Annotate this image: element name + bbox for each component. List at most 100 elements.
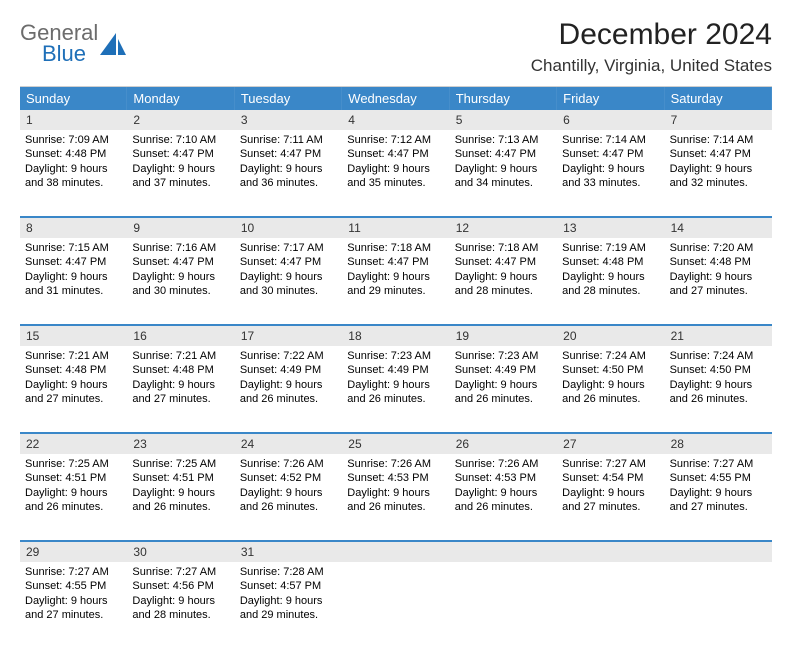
day-number: 1 [20,110,127,130]
sunrise-text: Sunrise: 7:26 AM [347,457,444,471]
day-header: Tuesday [235,87,342,110]
day-cell: Sunrise: 7:27 AMSunset: 4:55 PMDaylight:… [20,562,127,648]
day-number: 20 [557,324,664,346]
daylight-text: Daylight: 9 hours and 30 minutes. [240,270,337,299]
daylight-text: Daylight: 9 hours and 29 minutes. [347,270,444,299]
sunset-text: Sunset: 4:51 PM [25,471,122,485]
daylight-text: Daylight: 9 hours and 37 minutes. [132,162,229,191]
day-cell: Sunrise: 7:25 AMSunset: 4:51 PMDaylight:… [127,454,234,540]
sunrise-text: Sunrise: 7:14 AM [562,133,659,147]
day-cell: Sunrise: 7:26 AMSunset: 4:53 PMDaylight:… [450,454,557,540]
daylight-text: Daylight: 9 hours and 30 minutes. [132,270,229,299]
sunrise-text: Sunrise: 7:18 AM [347,241,444,255]
daylight-text: Daylight: 9 hours and 26 minutes. [347,378,444,407]
sunrise-text: Sunrise: 7:26 AM [455,457,552,471]
day-cell [342,562,449,648]
sunrise-text: Sunrise: 7:23 AM [347,349,444,363]
day-cell: Sunrise: 7:16 AMSunset: 4:47 PMDaylight:… [127,238,234,324]
day-cell: Sunrise: 7:19 AMSunset: 4:48 PMDaylight:… [557,238,664,324]
day-cell: Sunrise: 7:09 AMSunset: 4:48 PMDaylight:… [20,130,127,216]
sunrise-text: Sunrise: 7:24 AM [670,349,767,363]
daylight-text: Daylight: 9 hours and 29 minutes. [240,594,337,623]
daylight-text: Daylight: 9 hours and 36 minutes. [240,162,337,191]
sunset-text: Sunset: 4:47 PM [132,255,229,269]
day-number [557,540,664,562]
sunrise-text: Sunrise: 7:27 AM [25,565,122,579]
daylight-text: Daylight: 9 hours and 27 minutes. [25,594,122,623]
day-cell: Sunrise: 7:11 AMSunset: 4:47 PMDaylight:… [235,130,342,216]
daylight-text: Daylight: 9 hours and 26 minutes. [670,378,767,407]
day-cell: Sunrise: 7:14 AMSunset: 4:47 PMDaylight:… [665,130,772,216]
day-number: 11 [342,216,449,238]
sunset-text: Sunset: 4:55 PM [25,579,122,593]
day-number [342,540,449,562]
sunset-text: Sunset: 4:55 PM [670,471,767,485]
sunset-text: Sunset: 4:52 PM [240,471,337,485]
sunset-text: Sunset: 4:49 PM [347,363,444,377]
day-number: 2 [127,110,234,130]
daylight-text: Daylight: 9 hours and 35 minutes. [347,162,444,191]
day-header: Sunday [20,87,127,110]
day-number: 5 [450,110,557,130]
day-cell [450,562,557,648]
header: General Blue December 2024 Chantilly, Vi… [20,18,772,76]
sunrise-text: Sunrise: 7:22 AM [240,349,337,363]
sunrise-text: Sunrise: 7:16 AM [132,241,229,255]
sunrise-text: Sunrise: 7:13 AM [455,133,552,147]
day-number: 18 [342,324,449,346]
daylight-text: Daylight: 9 hours and 32 minutes. [670,162,767,191]
sunrise-text: Sunrise: 7:21 AM [132,349,229,363]
sunrise-text: Sunrise: 7:19 AM [562,241,659,255]
day-cell: Sunrise: 7:26 AMSunset: 4:52 PMDaylight:… [235,454,342,540]
day-number: 14 [665,216,772,238]
sunrise-text: Sunrise: 7:17 AM [240,241,337,255]
sunrise-text: Sunrise: 7:23 AM [455,349,552,363]
sunset-text: Sunset: 4:50 PM [670,363,767,377]
daylight-text: Daylight: 9 hours and 26 minutes. [562,378,659,407]
day-number: 21 [665,324,772,346]
daylight-text: Daylight: 9 hours and 26 minutes. [347,486,444,515]
day-cell: Sunrise: 7:27 AMSunset: 4:54 PMDaylight:… [557,454,664,540]
day-header: Friday [557,87,664,110]
sunset-text: Sunset: 4:56 PM [132,579,229,593]
day-cell: Sunrise: 7:13 AMSunset: 4:47 PMDaylight:… [450,130,557,216]
day-cell: Sunrise: 7:17 AMSunset: 4:47 PMDaylight:… [235,238,342,324]
day-number: 28 [665,432,772,454]
day-cell: Sunrise: 7:10 AMSunset: 4:47 PMDaylight:… [127,130,234,216]
daylight-text: Daylight: 9 hours and 28 minutes. [455,270,552,299]
day-number: 9 [127,216,234,238]
daylight-text: Daylight: 9 hours and 26 minutes. [240,378,337,407]
day-number: 31 [235,540,342,562]
day-cell: Sunrise: 7:21 AMSunset: 4:48 PMDaylight:… [127,346,234,432]
logo-sail-icon [100,33,126,57]
daylight-text: Daylight: 9 hours and 33 minutes. [562,162,659,191]
daylight-text: Daylight: 9 hours and 26 minutes. [240,486,337,515]
sunset-text: Sunset: 4:53 PM [347,471,444,485]
sunrise-text: Sunrise: 7:28 AM [240,565,337,579]
day-cell: Sunrise: 7:21 AMSunset: 4:48 PMDaylight:… [20,346,127,432]
sunrise-text: Sunrise: 7:27 AM [670,457,767,471]
sunrise-text: Sunrise: 7:21 AM [25,349,122,363]
sunset-text: Sunset: 4:47 PM [240,147,337,161]
sunset-text: Sunset: 4:47 PM [455,147,552,161]
sunset-text: Sunset: 4:49 PM [455,363,552,377]
sunrise-text: Sunrise: 7:20 AM [670,241,767,255]
day-cell: Sunrise: 7:12 AMSunset: 4:47 PMDaylight:… [342,130,449,216]
sunset-text: Sunset: 4:48 PM [132,363,229,377]
daylight-text: Daylight: 9 hours and 31 minutes. [25,270,122,299]
sunset-text: Sunset: 4:48 PM [25,147,122,161]
day-header: Monday [127,87,234,110]
day-cell: Sunrise: 7:24 AMSunset: 4:50 PMDaylight:… [557,346,664,432]
sunrise-text: Sunrise: 7:18 AM [455,241,552,255]
day-number: 23 [127,432,234,454]
sunrise-text: Sunrise: 7:26 AM [240,457,337,471]
sunset-text: Sunset: 4:47 PM [455,255,552,269]
day-number: 25 [342,432,449,454]
day-number: 7 [665,110,772,130]
day-number: 16 [127,324,234,346]
day-number: 29 [20,540,127,562]
day-number: 26 [450,432,557,454]
day-number: 30 [127,540,234,562]
day-cell: Sunrise: 7:27 AMSunset: 4:55 PMDaylight:… [665,454,772,540]
title-block: December 2024 Chantilly, Virginia, Unite… [531,18,772,76]
